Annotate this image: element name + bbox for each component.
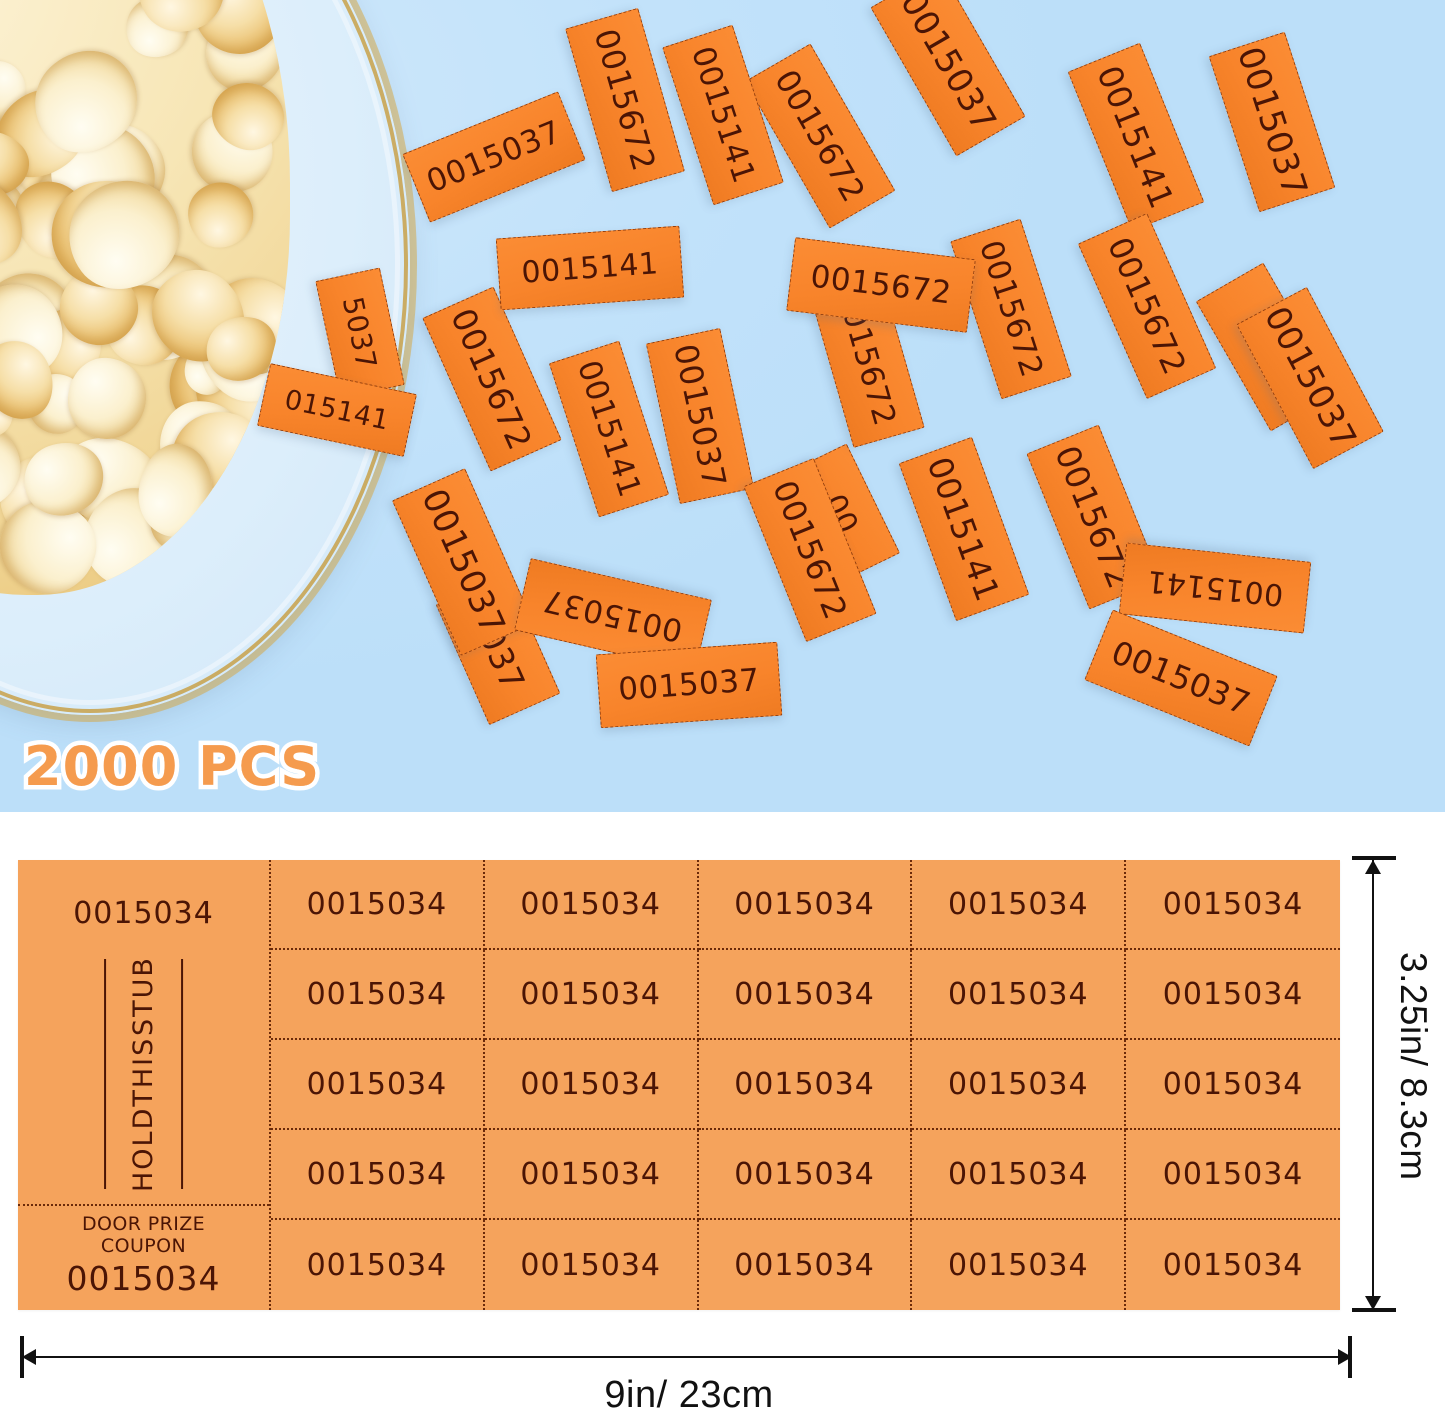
height-dimension-label: 3.25in/ 8.3cm [1393, 952, 1434, 1181]
coupon-cell: 0015034 [485, 1220, 699, 1310]
lifestyle-photo: 0015037 0015672 0015141 0015141 0015672 00150… [0, 0, 1445, 812]
stub-vertical-text: HOLDTHIS STUB [127, 955, 160, 1192]
coupon-cell: 0015034 [699, 1220, 913, 1310]
quantity-badge-text: 2000 PCS [19, 731, 323, 803]
scattered-ticket-number: 5037 [336, 293, 384, 373]
scattered-ticket-number: 0015037 [617, 662, 761, 708]
coupon-cell: 0015034 [912, 950, 1127, 1040]
coupon-cell: 0015034 [1162, 1247, 1304, 1283]
height-dimension-cap-top [1352, 856, 1396, 860]
coupon-cell: 0015034 [912, 1130, 1127, 1220]
scattered-ticket: 0015141 [495, 225, 685, 311]
coupon-cell: 0015034 [484, 950, 699, 1040]
coupon-cell: 0015034 [912, 1040, 1127, 1130]
coupon-grid: 0015034 0015034 0015034 0015034 0015034 00150… [271, 860, 1340, 1310]
door-prize-label: DOOR PRIZE [81, 1213, 206, 1236]
coupon-cell: 0015034 [912, 860, 1127, 950]
coupon-cell: 0015034 [698, 950, 913, 1040]
ticket-stub: 0015034 HOLDTHIS STUB DOOR PRIZE COUPON … [18, 860, 271, 1310]
scattered-ticket-number: 015141 [281, 383, 393, 437]
width-dimension-cap-right [1348, 1336, 1352, 1378]
coupon-cell: 0015034 [484, 860, 699, 950]
coupon-cell: 0015034 [1126, 860, 1340, 950]
stub-rule-left [103, 958, 106, 1189]
coupon-cell: 0015034 [484, 1130, 699, 1220]
scattered-ticket: 0015037 [595, 641, 783, 729]
popcorn-kernel [0, 0, 18, 26]
ticket-sheet-panel: 0015034 HOLDTHIS STUB DOOR PRIZE COUPON … [0, 812, 1445, 1416]
height-dimension-cap-bottom [1352, 1308, 1396, 1312]
coupon-cell: 0015034 [1126, 950, 1340, 1040]
coupon-cell: 0015034 [912, 1220, 1127, 1310]
stub-number-bottom: 0015034 [66, 1258, 221, 1298]
scattered-ticket-number: 0015672 [808, 258, 954, 312]
scattered-ticket-number: 0015037 [539, 581, 687, 649]
stub-stub-label: STUB [127, 955, 159, 1036]
coupon-cell: 0015034 [271, 950, 485, 1040]
coupon-cell: 0015034 [271, 1130, 485, 1220]
coupon-label: COUPON [100, 1234, 187, 1257]
coupon-cell: 0015034 [698, 1130, 913, 1220]
stub-hold-this-label: HOLDTHIS [127, 1035, 159, 1192]
width-dimension-label: 9in/ 23cm [604, 1374, 774, 1416]
stub-vertical-group: HOLDTHIS STUB [103, 955, 184, 1192]
quantity-badge: 2000 PCS 2000 PCS [19, 731, 323, 803]
popcorn-pile [0, 0, 290, 595]
stub-rule-right [181, 958, 184, 1189]
width-dimension-arrow [22, 1349, 1352, 1365]
ticket-sheet: 0015034 HOLDTHIS STUB DOOR PRIZE COUPON … [18, 860, 1340, 1310]
coupon-cell: 0015034 [1126, 1130, 1340, 1220]
coupon-cell: 0015034 [271, 1040, 485, 1130]
coupon-cell: 0015034 [271, 860, 485, 950]
scattered-ticket-number: 0015037 [666, 340, 734, 492]
stub-upper-section: 0015034 HOLDTHIS STUB [18, 860, 269, 1206]
coupon-cell: 0015034 [484, 1040, 699, 1130]
quantity-badge-text-fill: 2000 PCS [24, 735, 321, 798]
coupon-cell: 0015034 [271, 1220, 485, 1310]
stub-lower-section: DOOR PRIZE COUPON 0015034 [18, 1206, 269, 1310]
coupon-cell: 0015034 [698, 1040, 913, 1130]
coupon-cell: 0015034 [698, 860, 913, 950]
scattered-ticket-number: 0015141 [520, 245, 660, 291]
coupon-cell: 0015034 [1126, 1040, 1340, 1130]
stub-number-top: 0015034 [73, 896, 214, 931]
scattered-ticket-number: 0015141 [1144, 563, 1286, 613]
height-dimension-arrow [1365, 860, 1381, 1310]
